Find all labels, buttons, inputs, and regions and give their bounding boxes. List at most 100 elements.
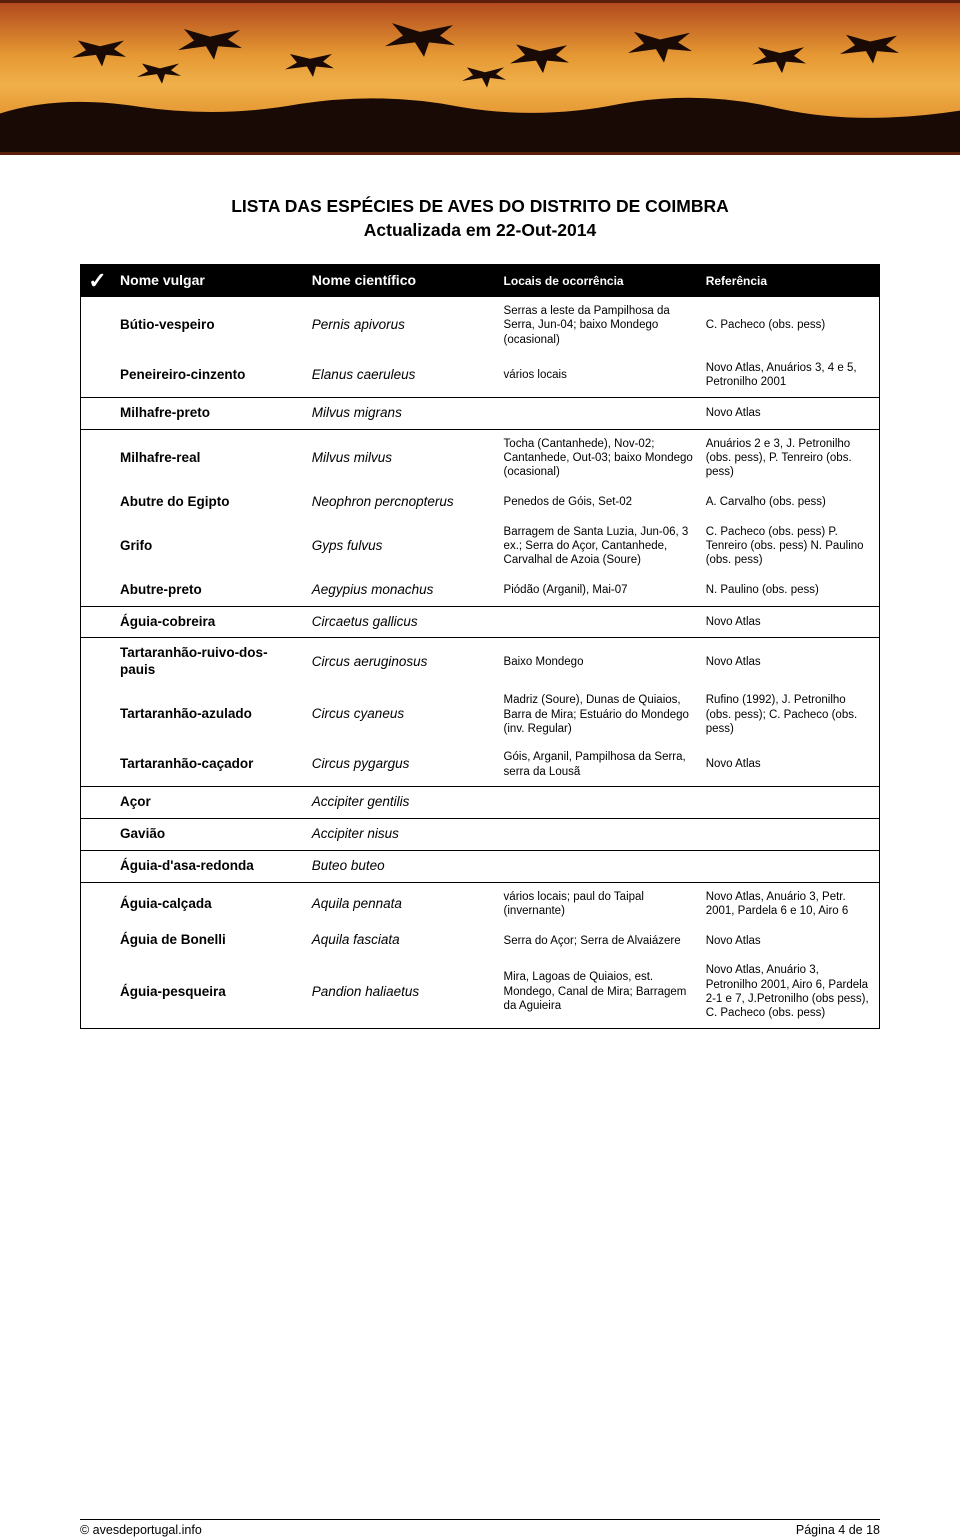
check-cell <box>81 487 115 518</box>
page-title: LISTA DAS ESPÉCIES DE AVES DO DISTRITO D… <box>80 195 880 242</box>
scientific-name: Gyps fulvus <box>306 518 498 575</box>
vulgar-name: Águia-d'asa-redonda <box>114 850 306 882</box>
location-cell: Serra do Açor; Serra de Alvaiázere <box>498 925 700 956</box>
reference-cell: Novo Atlas, Anuário 3, Petr. 2001, Parde… <box>700 882 880 925</box>
location-cell: Mira, Lagoas de Quiaios, est. Mondego, C… <box>498 956 700 1028</box>
vulgar-name: Milhafre-real <box>114 429 306 487</box>
location-cell <box>498 606 700 638</box>
header-vulgar: Nome vulgar <box>114 265 306 297</box>
vulgar-name: Abutre-preto <box>114 575 306 606</box>
scientific-name: Circus pygargus <box>306 743 498 786</box>
scientific-name: Milvus migrans <box>306 397 498 429</box>
reference-cell: C. Pacheco (obs. pess) <box>700 297 880 354</box>
header-loc: Locais de ocorrência <box>498 265 700 297</box>
vulgar-name: Grifo <box>114 518 306 575</box>
species-table: ✓ Nome vulgar Nome científico Locais de … <box>80 264 880 1029</box>
footer-right: Página 4 de 18 <box>796 1523 880 1537</box>
check-cell <box>81 354 115 397</box>
table-row: Águia de BonelliAquila fasciataSerra do … <box>81 925 880 956</box>
check-cell <box>81 575 115 606</box>
check-cell <box>81 297 115 354</box>
reference-cell: N. Paulino (obs. pess) <box>700 575 880 606</box>
scientific-name: Pernis apivorus <box>306 297 498 354</box>
header-ref: Referência <box>700 265 880 297</box>
reference-cell: Novo Atlas <box>700 638 880 686</box>
reference-cell: Novo Atlas <box>700 925 880 956</box>
scientific-name: Circaetus gallicus <box>306 606 498 638</box>
scientific-name: Aegypius monachus <box>306 575 498 606</box>
check-cell <box>81 850 115 882</box>
table-row: Abutre do EgiptoNeophron percnopterusPen… <box>81 487 880 518</box>
vulgar-name: Peneireiro-cinzento <box>114 354 306 397</box>
page-footer: © avesdeportugal.info Página 4 de 18 <box>80 1519 880 1537</box>
scientific-name: Pandion haliaetus <box>306 956 498 1028</box>
reference-cell <box>700 787 880 819</box>
location-cell: Madriz (Soure), Dunas de Quiaios, Barra … <box>498 686 700 743</box>
location-cell <box>498 397 700 429</box>
check-cell <box>81 743 115 786</box>
location-cell <box>498 850 700 882</box>
table-row: Águia-calçadaAquila pennatavários locais… <box>81 882 880 925</box>
check-cell <box>81 606 115 638</box>
table-row: GaviãoAccipiter nisus <box>81 818 880 850</box>
vulgar-name: Águia-cobreira <box>114 606 306 638</box>
location-cell: Baixo Mondego <box>498 638 700 686</box>
banner-image <box>0 0 960 155</box>
header-check: ✓ <box>81 265 115 297</box>
title-line-1: LISTA DAS ESPÉCIES DE AVES DO DISTRITO D… <box>231 196 729 216</box>
vulgar-name: Abutre do Egipto <box>114 487 306 518</box>
title-line-2: Actualizada em 22-Out-2014 <box>364 220 596 240</box>
vulgar-name: Gavião <box>114 818 306 850</box>
table-row: AçorAccipiter gentilis <box>81 787 880 819</box>
vulgar-name: Milhafre-preto <box>114 397 306 429</box>
check-cell <box>81 518 115 575</box>
table-row: Águia-pesqueiraPandion haliaetusMira, La… <box>81 956 880 1028</box>
check-cell <box>81 686 115 743</box>
check-cell <box>81 925 115 956</box>
check-cell <box>81 429 115 487</box>
reference-cell <box>700 850 880 882</box>
table-header-row: ✓ Nome vulgar Nome científico Locais de … <box>81 265 880 297</box>
vulgar-name: Águia-pesqueira <box>114 956 306 1028</box>
location-cell: vários locais <box>498 354 700 397</box>
reference-cell: Novo Atlas <box>700 397 880 429</box>
table-row: Águia-d'asa-redondaButeo buteo <box>81 850 880 882</box>
scientific-name: Buteo buteo <box>306 850 498 882</box>
scientific-name: Accipiter gentilis <box>306 787 498 819</box>
scientific-name: Circus aeruginosus <box>306 638 498 686</box>
check-cell <box>81 818 115 850</box>
scientific-name: Aquila pennata <box>306 882 498 925</box>
scientific-name: Milvus milvus <box>306 429 498 487</box>
reference-cell: Novo Atlas, Anuário 3, Petronilho 2001, … <box>700 956 880 1028</box>
header-sci: Nome científico <box>306 265 498 297</box>
reference-cell: C. Pacheco (obs. pess) P. Tenreiro (obs.… <box>700 518 880 575</box>
reference-cell: Novo Atlas <box>700 606 880 638</box>
scientific-name: Circus cyaneus <box>306 686 498 743</box>
reference-cell: Novo Atlas <box>700 743 880 786</box>
table-row: Milhafre-pretoMilvus migrans Novo Atlas <box>81 397 880 429</box>
location-cell: Serras a leste da Pampilhosa da Serra, J… <box>498 297 700 354</box>
location-cell: Tocha (Cantanhede), Nov-02; Cantanhede, … <box>498 429 700 487</box>
table-row: Bútio-vespeiroPernis apivorusSerras a le… <box>81 297 880 354</box>
vulgar-name: Açor <box>114 787 306 819</box>
scientific-name: Aquila fasciata <box>306 925 498 956</box>
vulgar-name: Tartaranhão-ruivo-dos-pauis <box>114 638 306 686</box>
reference-cell: Novo Atlas, Anuários 3, 4 e 5, Petronilh… <box>700 354 880 397</box>
location-cell: Barragem de Santa Luzia, Jun-06, 3 ex.; … <box>498 518 700 575</box>
location-cell <box>498 818 700 850</box>
vulgar-name: Tartaranhão-azulado <box>114 686 306 743</box>
scientific-name: Elanus caeruleus <box>306 354 498 397</box>
check-cell <box>81 397 115 429</box>
check-cell <box>81 787 115 819</box>
reference-cell: A. Carvalho (obs. pess) <box>700 487 880 518</box>
check-cell <box>81 638 115 686</box>
vulgar-name: Tartaranhão-caçador <box>114 743 306 786</box>
table-row: Tartaranhão-ruivo-dos-pauisCircus aerugi… <box>81 638 880 686</box>
check-cell <box>81 882 115 925</box>
scientific-name: Accipiter nisus <box>306 818 498 850</box>
footer-left: © avesdeportugal.info <box>80 1523 202 1537</box>
location-cell: vários locais; paul do Taipal (invernant… <box>498 882 700 925</box>
vulgar-name: Águia-calçada <box>114 882 306 925</box>
table-row: Águia-cobreiraCircaetus gallicus Novo Atl… <box>81 606 880 638</box>
reference-cell <box>700 818 880 850</box>
